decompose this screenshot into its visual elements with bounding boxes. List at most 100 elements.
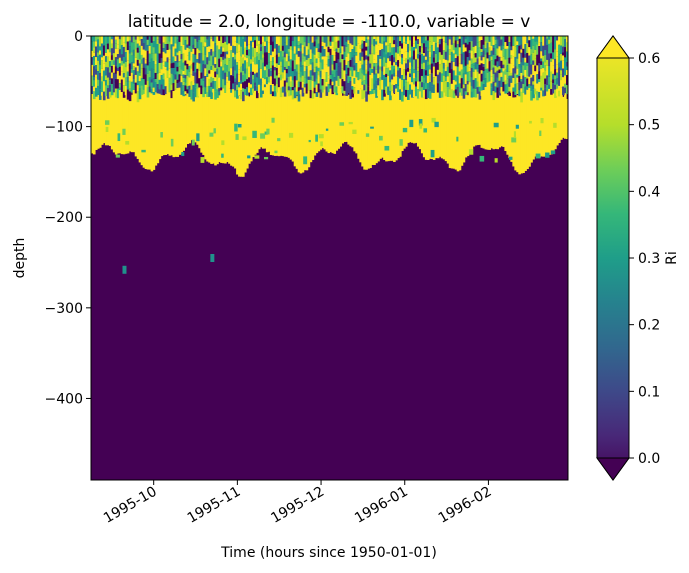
surface-cell: [259, 68, 263, 79]
surface-cell: [566, 70, 568, 76]
surface-cell: [156, 39, 160, 44]
surface-cell: [267, 36, 271, 43]
surface-cell: [319, 56, 323, 63]
surface-cell: [450, 61, 454, 70]
surface-cell: [331, 70, 335, 75]
surface-cell: [391, 65, 394, 75]
surface-cell: [363, 41, 366, 47]
surface-cell: [436, 55, 440, 63]
surface-cell: [512, 77, 515, 88]
surface-cell: [204, 46, 207, 55]
surface-cell: [257, 68, 261, 78]
surface-cell: [269, 44, 273, 51]
surface-cell: [92, 76, 96, 81]
surface-cell: [333, 36, 337, 43]
surface-cell: [422, 90, 426, 98]
surface-cell: [309, 49, 313, 60]
surface-cell: [524, 57, 527, 63]
surface-cell: [418, 65, 422, 73]
surface-cell: [303, 71, 307, 78]
surface-cell: [385, 36, 388, 43]
surface-cell: [474, 62, 478, 70]
surface-cell: [255, 52, 259, 57]
band-column: [172, 91, 176, 158]
surface-cell: [128, 36, 132, 41]
surface-cell: [440, 91, 444, 98]
surface-cell: [556, 84, 559, 89]
surface-cell: [337, 59, 341, 67]
surface-cell: [273, 78, 277, 86]
surface-cell: [244, 60, 247, 69]
surface-cell: [446, 82, 450, 88]
band-column: [196, 84, 199, 145]
band-variation-cell: [431, 117, 436, 123]
surface-cell: [238, 36, 241, 45]
surface-cell: [250, 59, 253, 64]
band-column: [246, 95, 249, 169]
surface-cell: [468, 60, 472, 68]
surface-cell: [540, 42, 543, 52]
surface-cell: [317, 75, 321, 84]
surface-cell: [353, 87, 356, 94]
band-column: [371, 76, 374, 165]
surface-cell: [401, 64, 404, 76]
surface-cell: [208, 78, 211, 86]
surface-cell: [369, 74, 372, 86]
surface-cell: [182, 53, 186, 63]
surface-cell: [482, 79, 486, 84]
surface-cell: [120, 60, 124, 66]
surface-cell: [373, 36, 376, 40]
surface-cell: [464, 83, 468, 92]
surface-cell: [562, 68, 565, 78]
surface-cell: [474, 53, 478, 58]
surface-cell: [170, 36, 174, 45]
colorbar-label: Ri: [664, 251, 680, 265]
surface-cell: [504, 36, 507, 43]
surface-cell: [108, 52, 112, 62]
surface-cell: [214, 91, 217, 100]
surface-cell: [468, 87, 472, 95]
surface-cell: [452, 53, 456, 62]
surface-cell: [339, 88, 343, 96]
surface-cell: [496, 67, 500, 71]
surface-cell: [108, 84, 112, 92]
surface-cell: [327, 59, 331, 67]
surface-cell: [313, 72, 317, 82]
surface-cell: [484, 87, 488, 97]
surface-cell: [438, 64, 442, 73]
surface-cell: [134, 74, 138, 83]
surface-cell: [564, 57, 567, 65]
surface-cell: [562, 86, 565, 96]
surface-cell: [518, 67, 521, 77]
band-column: [546, 80, 549, 157]
surface-cell: [450, 69, 454, 78]
surface-cell: [206, 39, 209, 47]
surface-cell: [222, 79, 225, 89]
surface-cell: [122, 77, 126, 86]
surface-cell: [208, 60, 211, 71]
surface-cell: [196, 62, 199, 69]
surface-cell: [180, 54, 184, 60]
surface-cell: [257, 84, 261, 94]
band-column: [116, 86, 120, 154]
surface-cell: [319, 89, 323, 98]
surface-cell: [184, 49, 187, 61]
surface-cell: [128, 46, 132, 54]
surface-cell: [363, 54, 366, 61]
surface-cell: [478, 91, 482, 100]
band-column: [140, 91, 144, 166]
surface-cell: [504, 69, 507, 75]
surface-cell: [458, 63, 462, 72]
surface-cell: [424, 36, 428, 41]
band-column: [466, 95, 470, 157]
surface-cell: [176, 36, 180, 40]
surface-cell: [321, 78, 325, 86]
surface-cell: [361, 64, 364, 70]
surface-cell: [438, 90, 442, 98]
surface-cell: [146, 50, 150, 59]
surface-cell: [518, 90, 521, 97]
surface-cell: [506, 58, 509, 66]
surface-cell: [224, 72, 227, 80]
band-column: [436, 75, 440, 159]
surface-cell: [468, 55, 472, 61]
